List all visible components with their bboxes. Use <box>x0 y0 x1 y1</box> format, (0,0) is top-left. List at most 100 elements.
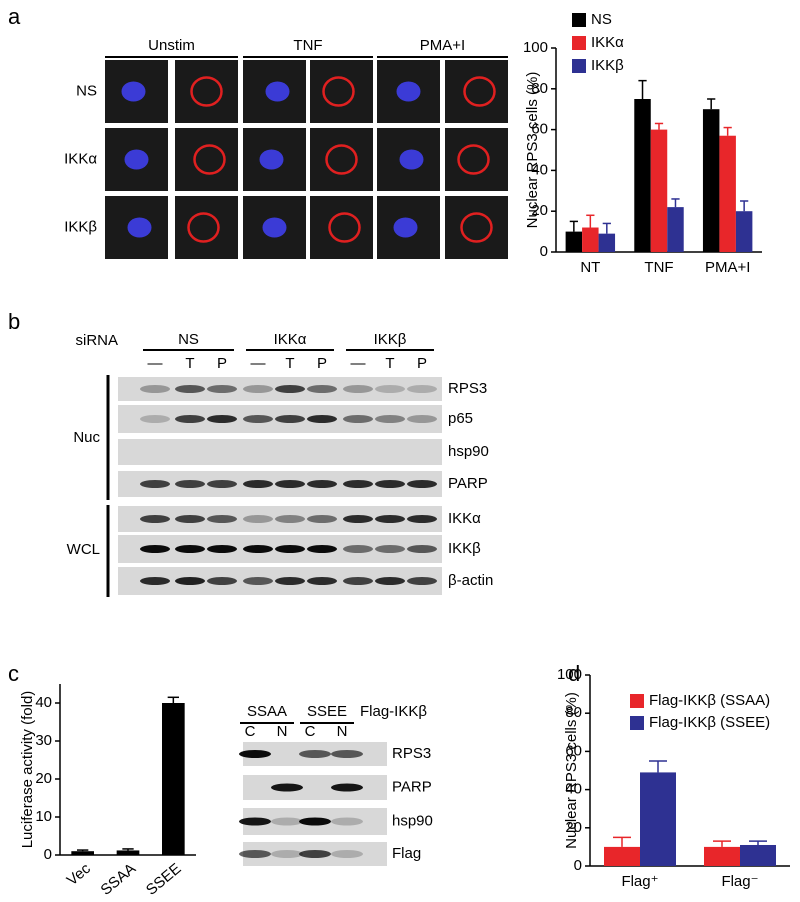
bar <box>598 233 616 252</box>
cell-ring <box>190 76 223 107</box>
cell-ring <box>328 212 361 243</box>
group-label: SSAA <box>247 703 287 720</box>
micrograph <box>175 128 238 191</box>
blot-band <box>207 577 237 585</box>
group-label: IKKβ <box>374 331 407 348</box>
row-label: IKKα <box>448 510 481 527</box>
blot-band <box>140 415 170 423</box>
blot-band <box>407 515 437 523</box>
micrograph <box>445 60 508 123</box>
y-tick-label: 0 <box>44 846 52 863</box>
y-tick-label: 0 <box>540 243 548 260</box>
panel-label: a <box>8 4 21 29</box>
blot-band <box>207 415 237 423</box>
lane-label: C <box>305 723 316 740</box>
micrograph <box>445 196 508 259</box>
blot-band <box>307 480 337 488</box>
row-label: PARP <box>448 475 488 492</box>
blot-band <box>207 515 237 523</box>
blot-band <box>375 577 405 585</box>
blot-band <box>239 750 271 758</box>
blot-band <box>307 545 337 553</box>
legend-label: IKKα <box>591 34 624 51</box>
y-tick-label: 10 <box>35 808 52 825</box>
blot-band <box>375 545 405 553</box>
blot-band <box>275 385 305 393</box>
row-label: hsp90 <box>392 812 433 829</box>
y-tick-label: 0 <box>574 857 582 874</box>
bar <box>604 846 640 866</box>
micrograph <box>175 60 238 123</box>
y-tick-label: 80 <box>531 80 548 97</box>
legend-label: Flag-IKKβ (SSAA) <box>649 692 770 709</box>
blot-band <box>275 545 305 553</box>
blot-band <box>243 415 273 423</box>
blot-band <box>243 480 273 488</box>
nucleus <box>259 149 284 170</box>
cell-ring <box>325 144 358 175</box>
x-tick-label: TNF <box>644 259 673 276</box>
row-label: PARP <box>392 778 432 795</box>
blot-band <box>407 415 437 423</box>
y-tick-label: 20 <box>531 202 548 219</box>
y-tick-label: 40 <box>35 694 52 711</box>
blot-band <box>375 415 405 423</box>
y-tick-label: 40 <box>531 161 548 178</box>
row-label: hsp90 <box>448 443 489 460</box>
bar <box>116 850 140 855</box>
cell-ring <box>460 212 493 243</box>
x-tick-label: Flag⁺ <box>621 873 658 890</box>
blot-band <box>175 577 205 585</box>
bar <box>735 211 753 252</box>
x-tick-label: Flag⁻ <box>721 873 758 890</box>
bar <box>582 227 599 252</box>
legend-swatch <box>572 13 586 27</box>
column-label: PMA+I <box>420 37 465 54</box>
legend-label: IKKβ <box>591 57 624 74</box>
blot-band <box>243 385 273 393</box>
lane-label: N <box>277 723 288 740</box>
bar <box>634 99 651 252</box>
lane-label: C <box>245 723 256 740</box>
blot-band <box>375 480 405 488</box>
blot-band <box>275 515 305 523</box>
bar <box>702 109 720 252</box>
column-label: Unstim <box>148 37 195 54</box>
blot-band <box>140 385 170 393</box>
blot-band <box>407 385 437 393</box>
blot-band <box>343 385 373 393</box>
bar <box>565 231 583 252</box>
nucleus <box>399 149 424 170</box>
bar <box>667 207 684 252</box>
lane-label: N <box>337 723 348 740</box>
nucleus <box>393 217 418 238</box>
legend-label: NS <box>591 11 612 28</box>
x-tick-label: SSAA <box>98 860 140 899</box>
blot-band <box>175 480 205 488</box>
bar <box>650 129 668 252</box>
y-axis-label: Nuclear RPS3 cells (%) <box>524 72 541 229</box>
blot-band <box>275 415 305 423</box>
blot-band <box>331 783 363 792</box>
group-label: IKKα <box>274 331 307 348</box>
micrograph <box>445 128 508 191</box>
blot-band <box>207 545 237 553</box>
bar <box>719 135 736 252</box>
blot-band <box>175 545 205 553</box>
blot-band <box>407 577 437 585</box>
micrograph <box>310 60 373 123</box>
nucleus <box>127 217 152 238</box>
row-label: Flag <box>392 845 421 862</box>
blot-band <box>299 750 331 758</box>
nucleus <box>396 81 421 102</box>
construct-label: Flag-IKKβ <box>360 703 427 720</box>
legend-swatch <box>572 59 586 73</box>
lane-label: — <box>148 355 163 372</box>
lane-label: T <box>185 355 194 372</box>
legend-swatch <box>572 36 586 50</box>
micrograph <box>310 128 373 191</box>
legend-swatch <box>630 694 644 708</box>
panel-label: d <box>568 661 580 686</box>
blot-band <box>307 515 337 523</box>
blot-band <box>243 545 273 553</box>
